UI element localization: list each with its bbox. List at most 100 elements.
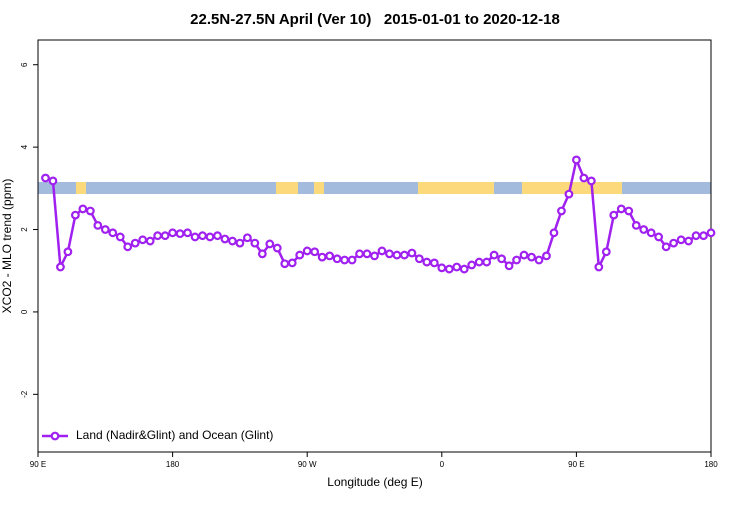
data-point (482, 257, 492, 267)
data-point (340, 255, 349, 265)
data-point (572, 155, 581, 165)
data-point (684, 236, 693, 246)
data-point (385, 249, 394, 259)
data-point (41, 173, 50, 183)
x-tick-label: 90 E (30, 460, 46, 469)
data-point (549, 228, 559, 238)
data-point (347, 255, 357, 265)
x-tick-label: 180 (166, 460, 180, 469)
data-point (138, 235, 148, 245)
legend-marker (50, 431, 60, 441)
data-point (669, 238, 679, 248)
data-point (265, 239, 275, 249)
data-point (362, 249, 372, 259)
y-tick-label: 0 (20, 309, 29, 314)
data-point (56, 262, 65, 272)
data-point (392, 250, 402, 260)
data-point (429, 258, 439, 268)
data-point (534, 255, 544, 265)
data-point (228, 236, 237, 246)
data-point (699, 231, 708, 241)
data-point (160, 231, 170, 241)
data-point (280, 259, 290, 269)
data-point (624, 206, 634, 216)
land-band (276, 182, 298, 194)
data-point (586, 176, 596, 186)
data-point (242, 233, 252, 243)
land-band (314, 182, 324, 194)
data-point (407, 248, 417, 258)
data-point (661, 242, 671, 252)
data-point (272, 243, 282, 253)
data-point (302, 246, 312, 256)
data-point (287, 258, 297, 268)
data-point (377, 246, 387, 256)
data-point (205, 232, 215, 242)
data-point (175, 229, 185, 239)
data-point (198, 231, 207, 241)
x-tick-label: 90 W (298, 460, 317, 469)
data-point (85, 206, 95, 216)
y-tick-label: -2 (20, 390, 29, 398)
x-axis-label: Longitude (deg E) (327, 475, 422, 489)
data-point (295, 250, 305, 260)
land-band (418, 182, 494, 194)
data-point (519, 250, 529, 260)
data-point (497, 254, 507, 264)
data-point (213, 231, 222, 241)
data-point (557, 206, 566, 216)
data-point (654, 232, 664, 242)
data-point (317, 252, 327, 262)
x-tick-label: 180 (704, 460, 718, 469)
data-point (325, 251, 335, 261)
data-point (153, 231, 163, 241)
data-point (414, 254, 424, 264)
data-point (145, 236, 155, 246)
x-tick-label: 0 (440, 460, 445, 469)
legend-label: Land (Nadir&Glint) and Ocean (Glint) (76, 428, 273, 442)
data-point (370, 251, 379, 261)
data-point (594, 262, 604, 272)
data-point (609, 210, 619, 220)
data-point (444, 264, 454, 274)
data-point (459, 264, 469, 274)
data-point (310, 247, 320, 257)
data-point (437, 263, 447, 273)
data-point (235, 238, 245, 248)
x-tick-label: 90 E (568, 460, 584, 469)
data-point (512, 255, 521, 265)
data-point (467, 260, 477, 270)
data-point (100, 225, 110, 234)
data-point (452, 262, 462, 272)
data-point (527, 252, 536, 262)
data-point (63, 247, 73, 257)
data-point (542, 251, 551, 261)
data-point (250, 238, 260, 248)
data-point (504, 261, 514, 271)
data-point (48, 176, 58, 186)
y-tick-label: 2 (20, 227, 29, 232)
data-point (115, 232, 125, 242)
data-point (646, 228, 656, 238)
data-point (257, 249, 267, 259)
data-point (639, 225, 649, 234)
chart-title: 22.5N-27.5N April (Ver 10) 2015-01-01 to… (190, 11, 560, 28)
data-point (123, 242, 133, 252)
data-point (183, 228, 192, 238)
data-point (706, 228, 716, 238)
data-point (332, 254, 342, 264)
data-point (78, 204, 88, 214)
land-band (76, 182, 86, 194)
data-point (190, 232, 200, 242)
data-point (579, 173, 589, 183)
data-point (474, 257, 484, 267)
plot-frame (37, 39, 712, 453)
data-point (422, 257, 432, 267)
data-point (130, 238, 140, 248)
data-point (631, 220, 641, 230)
data-point (616, 204, 626, 214)
data-point (564, 189, 574, 199)
data-point (691, 231, 701, 241)
land-band (522, 182, 622, 194)
